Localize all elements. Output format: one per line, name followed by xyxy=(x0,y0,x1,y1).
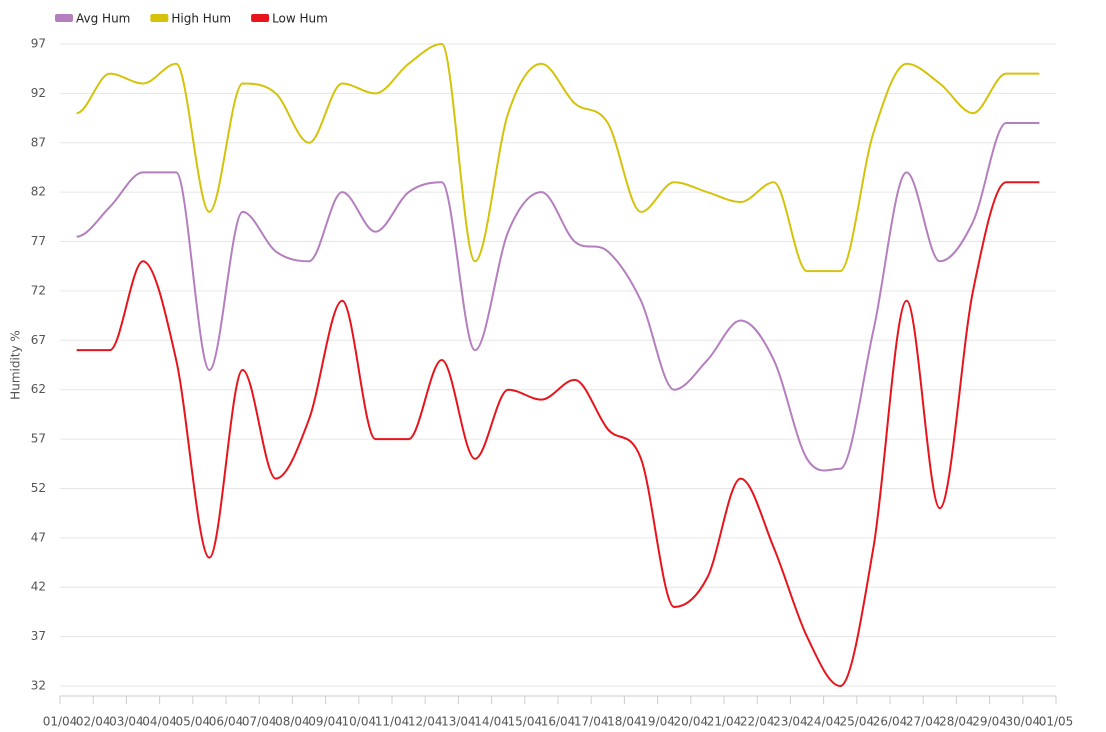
legend-swatch xyxy=(150,14,169,22)
x-tick-label: 08/04 xyxy=(275,715,310,729)
x-tick-label: 20/04 xyxy=(674,715,709,729)
x-tick-label: 04/04 xyxy=(142,715,177,729)
x-tick-label: 25/04 xyxy=(840,715,875,729)
x-tick-label: 10/04 xyxy=(342,715,377,729)
x-tick-label: 27/04 xyxy=(906,715,941,729)
series-line xyxy=(76,42,1040,273)
y-tick-label: 62 xyxy=(31,382,46,396)
y-tick-label: 97 xyxy=(31,37,46,51)
x-tick-label: 12/04 xyxy=(408,715,443,729)
y-tick-label: 82 xyxy=(31,185,46,199)
legend-label: Avg Hum xyxy=(76,12,130,26)
y-tick-label: 67 xyxy=(31,333,46,347)
y-tick-label: 42 xyxy=(31,580,46,594)
x-tick-label: 17/04 xyxy=(574,715,609,729)
x-tick-label: 05/04 xyxy=(176,715,211,729)
x-tick-label: 02/04 xyxy=(76,715,111,729)
x-tick-label: 16/04 xyxy=(541,715,576,729)
x-tick-label: 14/04 xyxy=(474,715,509,729)
x-tick-label: 11/04 xyxy=(375,715,410,729)
x-tick-label: 13/04 xyxy=(441,715,476,729)
x-tick-label: 26/04 xyxy=(873,715,908,729)
y-tick-label: 87 xyxy=(31,135,46,149)
y-tick-label: 72 xyxy=(31,283,46,297)
x-tick-label: 03/04 xyxy=(109,715,144,729)
y-tick-label: 47 xyxy=(31,530,46,544)
x-tick-label: 29/04 xyxy=(972,715,1007,729)
y-tick-label: 57 xyxy=(31,432,46,446)
series-line xyxy=(76,181,1040,688)
x-tick-label: 18/04 xyxy=(607,715,642,729)
x-tick-label: 06/04 xyxy=(209,715,244,729)
y-axis-title: Humidity % xyxy=(9,330,23,400)
x-tick-label: 22/04 xyxy=(740,715,775,729)
x-tick-label: 30/04 xyxy=(1006,715,1041,729)
y-tick-label: 52 xyxy=(31,481,46,495)
x-tick-label: 01/05 xyxy=(1039,715,1074,729)
legend-swatch xyxy=(251,14,270,22)
legend-label: Low Hum xyxy=(272,12,328,26)
x-tick-label: 19/04 xyxy=(640,715,675,729)
x-tick-label: 23/04 xyxy=(773,715,808,729)
y-tick-label: 77 xyxy=(31,234,46,248)
x-tick-label: 07/04 xyxy=(242,715,277,729)
x-tick-label: 21/04 xyxy=(707,715,742,729)
x-tick-label: 28/04 xyxy=(939,715,974,729)
legend-label: High Hum xyxy=(171,12,231,26)
y-tick-label: 32 xyxy=(31,679,46,693)
x-tick-label: 09/04 xyxy=(308,715,343,729)
y-tick-label: 37 xyxy=(31,629,46,643)
legend-swatch xyxy=(55,14,73,22)
series-line xyxy=(76,122,1040,472)
x-tick-label: 24/04 xyxy=(806,715,841,729)
y-tick-label: 92 xyxy=(31,86,46,100)
x-tick-label: 15/04 xyxy=(508,715,543,729)
x-tick-label: 01/04 xyxy=(43,715,78,729)
